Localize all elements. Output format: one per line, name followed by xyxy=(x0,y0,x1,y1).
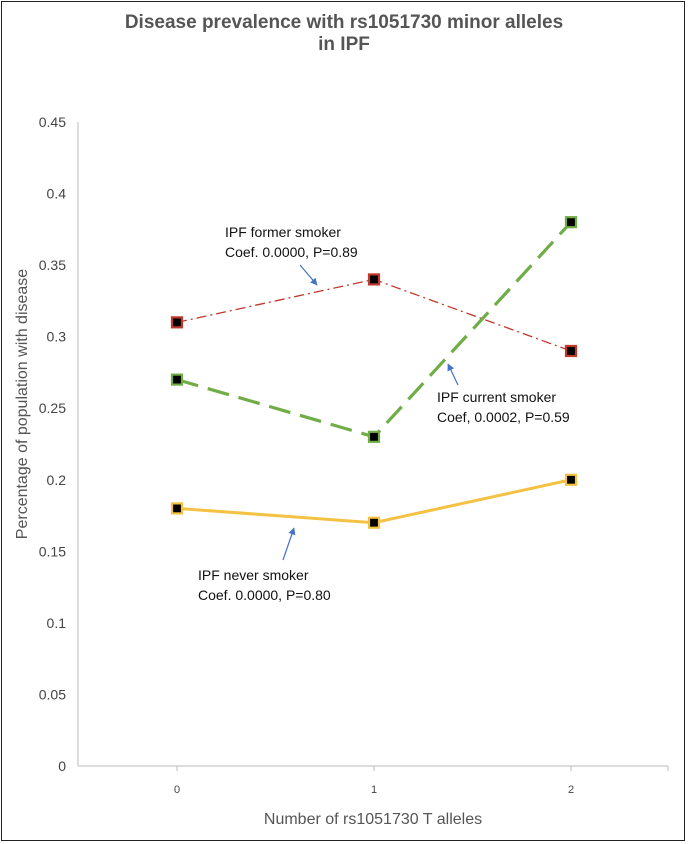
x-tick-label: 1 xyxy=(371,784,377,796)
series-marker-1 xyxy=(564,216,578,229)
y-axis-label: Percentage of population with disease xyxy=(14,269,31,540)
y-tick-labels: 0.45 0.4 0.35 0.3 0.25 0.2 0.15 0.1 0.05 0 xyxy=(39,114,66,774)
series-markers xyxy=(170,216,578,529)
series-marker-2 xyxy=(367,516,381,529)
y-tick-label: 0.35 xyxy=(39,257,66,273)
y-tick-label: 0.3 xyxy=(47,329,67,345)
axes xyxy=(77,122,669,771)
y-tick-label: 0.25 xyxy=(39,400,66,416)
y-tick-label: 0.1 xyxy=(47,615,67,631)
series-marker-0 xyxy=(367,273,381,286)
y-tick-label: 0.45 xyxy=(39,114,66,130)
annotation-arrow xyxy=(447,363,459,386)
annotation-arrows xyxy=(282,264,459,561)
annotation-text: Coef. 0.0000, P=0.89 xyxy=(225,244,358,260)
x-axis-label: Number of rs1051730 T alleles xyxy=(264,811,482,828)
chart-title-line-2: in IPF xyxy=(318,34,370,55)
annotation-text: IPF never smoker xyxy=(198,567,309,583)
y-tick-label: 0 xyxy=(58,758,66,774)
series-marker-2 xyxy=(170,502,184,515)
x-tick-label: 0 xyxy=(174,784,180,796)
annotation-text: Coef. 0.0000, P=0.80 xyxy=(198,587,331,603)
series-marker-0 xyxy=(170,316,184,329)
chart-title: Disease prevalence with rs1051730 minor … xyxy=(0,12,688,56)
series-line-2 xyxy=(176,478,572,525)
annotation-text: IPF current smoker xyxy=(437,389,556,405)
y-tick-label: 0.15 xyxy=(39,543,66,559)
x-tick-labels: 0 1 2 xyxy=(174,784,574,796)
series-marker-2 xyxy=(564,473,578,486)
x-tick-label: 2 xyxy=(568,784,574,796)
annotation-text: IPF former smoker xyxy=(225,224,341,240)
y-tick-label: 0.4 xyxy=(47,186,67,202)
annotation-text: Coef, 0.0002, P=0.59 xyxy=(437,409,570,425)
series-lines xyxy=(176,221,573,525)
chart-title-line-1: Disease prevalence with rs1051730 minor … xyxy=(124,12,564,33)
series-marker-1 xyxy=(170,373,184,386)
series-marker-1 xyxy=(367,430,381,443)
annotations: IPF former smoker Coef. 0.0000, P=0.89 IPF… xyxy=(198,224,570,603)
annotation-arrow xyxy=(299,264,318,286)
y-tick-label: 0.05 xyxy=(39,686,66,702)
annotation-arrow xyxy=(282,527,296,561)
series-marker-0 xyxy=(564,344,578,358)
series-line-0 xyxy=(176,278,572,352)
y-tick-label: 0.2 xyxy=(47,472,67,488)
